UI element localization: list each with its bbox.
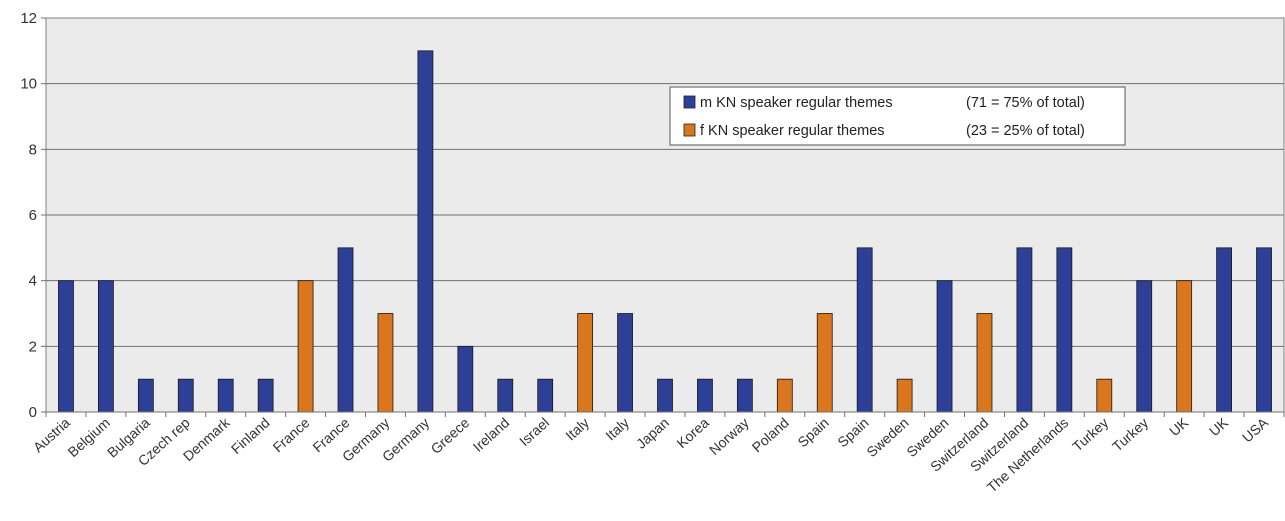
bar-m <box>697 378 713 413</box>
bar-m <box>98 280 114 413</box>
bar-f <box>1096 378 1113 413</box>
x-tick-label: Sweden <box>863 414 911 460</box>
x-tick-label: Norway <box>706 414 752 458</box>
legend: m KN speaker regular themes (71 = 75% of… <box>669 86 1126 146</box>
legend-swatch-f <box>683 123 696 137</box>
legend-swatch-m <box>683 95 696 109</box>
bar-f <box>896 378 913 413</box>
legend-label-m: m KN speaker regular themes <box>700 95 893 111</box>
legend-box <box>669 86 1126 146</box>
y-tick-label: 4 <box>29 273 37 290</box>
x-tick-label: Japan <box>633 414 672 451</box>
bar-f <box>1176 280 1193 413</box>
bar-m <box>58 280 74 413</box>
bar-m <box>257 378 274 413</box>
bar-f <box>816 313 833 413</box>
y-tick-label: 2 <box>29 338 37 355</box>
x-tick-label: Finland <box>228 414 273 457</box>
bar-m <box>217 378 234 413</box>
bar-f <box>976 313 993 413</box>
bar-m <box>1136 280 1153 413</box>
y-tick-label: 6 <box>29 207 37 224</box>
bar-m <box>936 280 953 413</box>
bar-m <box>736 378 753 413</box>
x-tick-label: UK <box>1166 414 1192 439</box>
legend-note-m: (71 = 75% of total) <box>966 95 1085 111</box>
x-tick-label: Ireland <box>470 414 513 455</box>
x-tick-label: Israel <box>516 414 552 449</box>
bar-f <box>297 280 314 413</box>
x-tick-label: Italy <box>562 414 592 443</box>
bar-m <box>337 247 354 413</box>
bars <box>58 50 1272 413</box>
bar-m <box>1016 247 1033 413</box>
x-tick-label: UK <box>1206 414 1232 439</box>
bar-f <box>776 378 793 413</box>
x-tick-label: Spain <box>794 414 831 450</box>
bar-m <box>537 378 554 413</box>
gridlines <box>46 83 1284 347</box>
y-tick-label: 0 <box>29 404 37 421</box>
bar-m <box>1056 247 1073 413</box>
bar-m <box>657 378 673 413</box>
legend-note-f: (23 = 25% of total) <box>966 123 1085 139</box>
bar-m <box>856 247 873 413</box>
x-tick-label: USA <box>1239 414 1272 446</box>
bar-m <box>1216 247 1232 413</box>
legend-label-f: f KN speaker regular themes <box>700 123 885 139</box>
bar-f <box>377 313 394 413</box>
bar-m <box>457 345 474 413</box>
y-tick-label: 12 <box>20 10 37 27</box>
x-tick-label: Italy <box>602 414 632 443</box>
x-tick-label: Turkey <box>1109 414 1151 454</box>
x-tick-label: France <box>269 414 312 455</box>
x-axis <box>45 411 1285 417</box>
y-tick-label: 8 <box>29 141 37 158</box>
bar-m <box>497 378 514 413</box>
x-tick-label: Belgium <box>65 414 113 460</box>
bar-m <box>1256 247 1272 413</box>
bar-m <box>617 313 633 413</box>
x-tick-label: Poland <box>749 414 792 455</box>
x-tick-label: Greece <box>427 414 472 457</box>
x-tick-label: Turkey <box>1069 414 1111 454</box>
bar-m <box>177 378 194 413</box>
y-tick-label: 10 <box>20 76 37 93</box>
y-axis-ticks: 0 2 4 6 8 10 12 <box>20 10 46 421</box>
bar-m <box>137 378 154 413</box>
bar-m <box>417 50 434 413</box>
bar-f <box>577 313 594 413</box>
